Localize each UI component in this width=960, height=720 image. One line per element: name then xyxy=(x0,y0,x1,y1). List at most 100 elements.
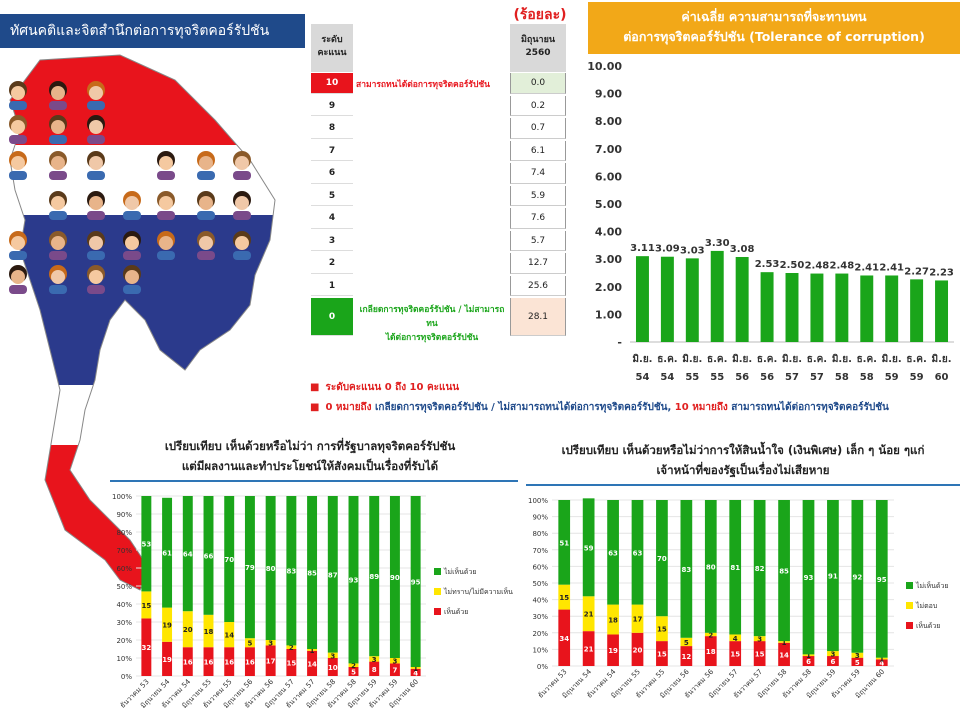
segment-label: 16 xyxy=(245,659,255,667)
score-label-line1: สามารถทนได้ต่อการทุจริตคอร์รัปชัน xyxy=(356,80,490,90)
segment-label: 14 xyxy=(779,651,789,659)
y-tick-label: 50% xyxy=(532,580,548,588)
y-tick-label: 5.00 xyxy=(595,198,622,211)
x-tick-label-year: 55 xyxy=(685,372,699,383)
stacked-segment xyxy=(851,657,864,666)
y-tick-label: 30% xyxy=(532,613,548,621)
x-tick-label-year: 55 xyxy=(710,372,724,383)
segment-label: 3 xyxy=(757,636,762,644)
segment-label: 83 xyxy=(681,566,691,574)
person-icon xyxy=(233,231,251,260)
segment-label: 89 xyxy=(369,573,379,581)
tolerance-bar xyxy=(735,256,749,342)
score-value: 5.9 xyxy=(510,185,566,206)
stacked-segment xyxy=(778,642,790,666)
segment-label: 2 xyxy=(289,644,294,652)
y-tick-label: 20% xyxy=(116,637,132,645)
legend-label: ไม่เห็นด้วย xyxy=(443,567,477,576)
segment-label: 17 xyxy=(633,616,643,624)
segment-label: 19 xyxy=(162,656,172,664)
segment-label: 19 xyxy=(608,647,618,655)
y-tick-label: 10.00 xyxy=(588,60,622,73)
stacked-segment xyxy=(851,652,864,658)
segment-label: 1 xyxy=(782,639,787,647)
segment-label: 10 xyxy=(328,664,338,672)
segment-label: 85 xyxy=(307,570,317,578)
segment-label: 4 xyxy=(879,660,884,668)
score-cell: 2 xyxy=(311,253,353,274)
stacked-segment xyxy=(558,500,571,585)
score-cell: 10 xyxy=(311,73,353,94)
segment-label: 3 xyxy=(330,652,335,660)
y-tick-label: 70% xyxy=(116,547,132,555)
stacked-segment xyxy=(244,638,255,648)
note-line-2-c: 10 หมายถึง xyxy=(674,402,728,413)
segment-label: 1 xyxy=(310,647,315,655)
segment-label: 1 xyxy=(413,665,418,673)
person-icon xyxy=(157,191,175,220)
segment-label: 51 xyxy=(559,539,569,547)
segment-label: 70 xyxy=(657,555,667,563)
stacked-segment xyxy=(162,607,173,642)
segment-label: 2 xyxy=(351,662,356,670)
x-tick-label: มิ.ย. xyxy=(632,353,652,365)
stacked-segment xyxy=(704,636,717,666)
segment-label: 15 xyxy=(141,602,151,610)
stacked-segment xyxy=(729,641,742,666)
person-icon xyxy=(197,191,215,220)
score-header-line2: คะแนน xyxy=(317,48,347,58)
segment-label: 5 xyxy=(855,659,860,667)
segment-label: 5 xyxy=(351,669,356,677)
score-cell: 6 xyxy=(311,163,353,184)
stacked-segment xyxy=(410,667,421,669)
stacked-segment xyxy=(631,500,644,605)
segment-label: 5 xyxy=(684,639,689,647)
y-tick-label: - xyxy=(617,336,622,349)
person-icon xyxy=(123,265,141,294)
y-tick-label: 80% xyxy=(532,530,548,538)
panel1-stacked-chart: 0%10%20%30%40%50%60%70%80%90%100%321553ธ… xyxy=(112,493,513,710)
segment-label: 18 xyxy=(608,617,618,625)
x-tick-label-year: 58 xyxy=(860,372,874,383)
score-cell: 4 xyxy=(311,208,353,229)
stacked-segment xyxy=(203,647,214,676)
bullet-icon: ■ xyxy=(310,382,320,393)
period-header-line2: 2560 xyxy=(525,48,551,58)
segment-label: 92 xyxy=(852,573,862,581)
segment-label: 93 xyxy=(349,577,359,585)
stacked-segment xyxy=(875,500,888,658)
person-icon xyxy=(49,231,67,260)
stacked-segment xyxy=(656,500,668,617)
segment-label: 4 xyxy=(413,669,418,677)
panel2-title-line2: เจ้าหน้าที่ของรัฐเป็นเรื่องไม่เสียหาย xyxy=(656,463,830,477)
tolerance-bar xyxy=(785,273,799,342)
note-line-2-b: เกลียดการทุจริตคอร์รัปชัน / ไม่สามารถทนไ… xyxy=(374,402,672,413)
stacked-segment xyxy=(778,641,790,643)
bar-value-label: 2.50 xyxy=(780,260,805,271)
score-value: 0.7 xyxy=(510,118,566,139)
segment-label: 3 xyxy=(268,640,273,648)
person-icon xyxy=(87,81,105,110)
stacked-segment xyxy=(327,652,338,658)
stacked-segment xyxy=(182,611,193,648)
x-tick-label-year: 56 xyxy=(760,372,774,383)
person-icon xyxy=(123,231,141,260)
segment-label: 8 xyxy=(372,666,377,674)
legend-label: ไม่ตอบ xyxy=(915,601,937,610)
tolerance-bar xyxy=(760,272,774,342)
score-value: 7.4 xyxy=(510,163,566,184)
score-value: 5.7 xyxy=(510,230,566,251)
panel2-title: เปรียบเทียบ เห็นด้วยหรือไม่ว่าการให้สินน… xyxy=(526,440,960,480)
person-icon xyxy=(87,191,105,220)
segment-label: 95 xyxy=(877,576,887,584)
segment-label: 82 xyxy=(755,565,765,573)
segment-label: 1 xyxy=(806,652,811,660)
note-line-2: ■ 0 หมายถึง เกลียดการทุจริตคอร์รัปชัน / ไ… xyxy=(310,398,960,418)
segment-label: 16 xyxy=(204,659,214,667)
segment-label: 18 xyxy=(204,628,214,636)
stacked-segment xyxy=(729,500,742,635)
stacked-segment xyxy=(851,500,864,653)
x-tick-label: ธ.ค. xyxy=(707,354,727,365)
stacked-segment xyxy=(680,637,693,647)
x-tick-label: มิ.ย. xyxy=(782,353,802,365)
